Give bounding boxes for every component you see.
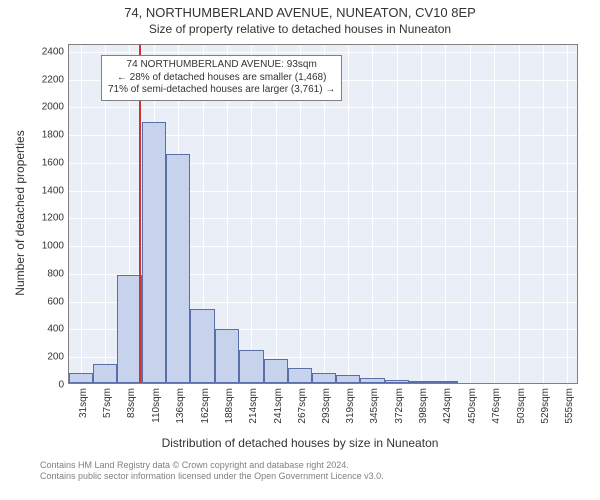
histogram-bar bbox=[385, 380, 409, 383]
histogram-bar bbox=[190, 309, 214, 383]
info-box-line2: ← 28% of detached houses are smaller (1,… bbox=[108, 72, 335, 85]
y-tick-label: 1800 bbox=[42, 130, 64, 141]
chart-title-line1: 74, NORTHUMBERLAND AVENUE, NUNEATON, CV1… bbox=[0, 5, 600, 20]
y-tick-label: 1400 bbox=[42, 185, 64, 196]
histogram-bar bbox=[142, 122, 166, 383]
y-tick-label: 1000 bbox=[42, 241, 64, 252]
attribution: Contains HM Land Registry data © Crown c… bbox=[40, 460, 384, 482]
y-tick-label: 600 bbox=[47, 296, 64, 307]
x-tick-label: 476sqm bbox=[491, 352, 502, 388]
gridline-v bbox=[397, 45, 398, 383]
y-tick-label: 1600 bbox=[42, 157, 64, 168]
gridline-v bbox=[519, 45, 520, 383]
gridline-v bbox=[543, 45, 544, 383]
x-tick-label: 555sqm bbox=[564, 352, 575, 388]
y-tick-label: 400 bbox=[47, 324, 64, 335]
histogram-bar bbox=[166, 154, 190, 383]
histogram-bar bbox=[312, 373, 336, 383]
histogram-bar bbox=[433, 381, 457, 383]
y-tick-label: 800 bbox=[47, 268, 64, 279]
y-tick-label: 2400 bbox=[42, 46, 64, 57]
histogram-bar bbox=[215, 329, 239, 383]
x-axis-label: Distribution of detached houses by size … bbox=[0, 436, 600, 450]
histogram-bar bbox=[336, 375, 360, 383]
x-tick-label: 503sqm bbox=[516, 352, 527, 388]
info-box-line3: 71% of semi-detached houses are larger (… bbox=[108, 84, 335, 97]
gridline-h bbox=[69, 107, 577, 108]
chart-title-line2: Size of property relative to detached ho… bbox=[0, 22, 600, 36]
x-tick-label: 450sqm bbox=[467, 352, 478, 388]
histogram-bar bbox=[264, 359, 288, 383]
y-tick-label: 2200 bbox=[42, 74, 64, 85]
chart-container: 74, NORTHUMBERLAND AVENUE, NUNEATON, CV1… bbox=[0, 0, 600, 500]
info-box: 74 NORTHUMBERLAND AVENUE: 93sqm← 28% of … bbox=[101, 55, 342, 101]
histogram-bar bbox=[239, 350, 264, 383]
gridline-v bbox=[567, 45, 568, 383]
y-tick-label: 200 bbox=[47, 352, 64, 363]
gridline-v bbox=[372, 45, 373, 383]
y-axis-label: Number of detached properties bbox=[13, 123, 27, 303]
histogram-bar bbox=[288, 368, 312, 383]
info-box-line1: 74 NORTHUMBERLAND AVENUE: 93sqm bbox=[108, 59, 335, 72]
histogram-bar bbox=[69, 373, 93, 383]
y-tick-label: 0 bbox=[58, 380, 64, 391]
gridline-v bbox=[470, 45, 471, 383]
gridline-v bbox=[445, 45, 446, 383]
attribution-line2: Contains public sector information licen… bbox=[40, 471, 384, 482]
gridline-v bbox=[494, 45, 495, 383]
y-tick-label: 2000 bbox=[42, 102, 64, 113]
gridline-v bbox=[81, 45, 82, 383]
histogram-bar bbox=[360, 378, 385, 383]
attribution-line1: Contains HM Land Registry data © Crown c… bbox=[40, 460, 384, 471]
gridline-v bbox=[421, 45, 422, 383]
y-tick-label: 1200 bbox=[42, 213, 64, 224]
histogram-bar bbox=[409, 381, 433, 383]
gridline-v bbox=[348, 45, 349, 383]
histogram-bar bbox=[93, 364, 117, 383]
x-tick-label: 529sqm bbox=[540, 352, 551, 388]
plot-area: 0200400600800100012001400160018002000220… bbox=[68, 44, 578, 384]
gridline-h bbox=[69, 52, 577, 53]
